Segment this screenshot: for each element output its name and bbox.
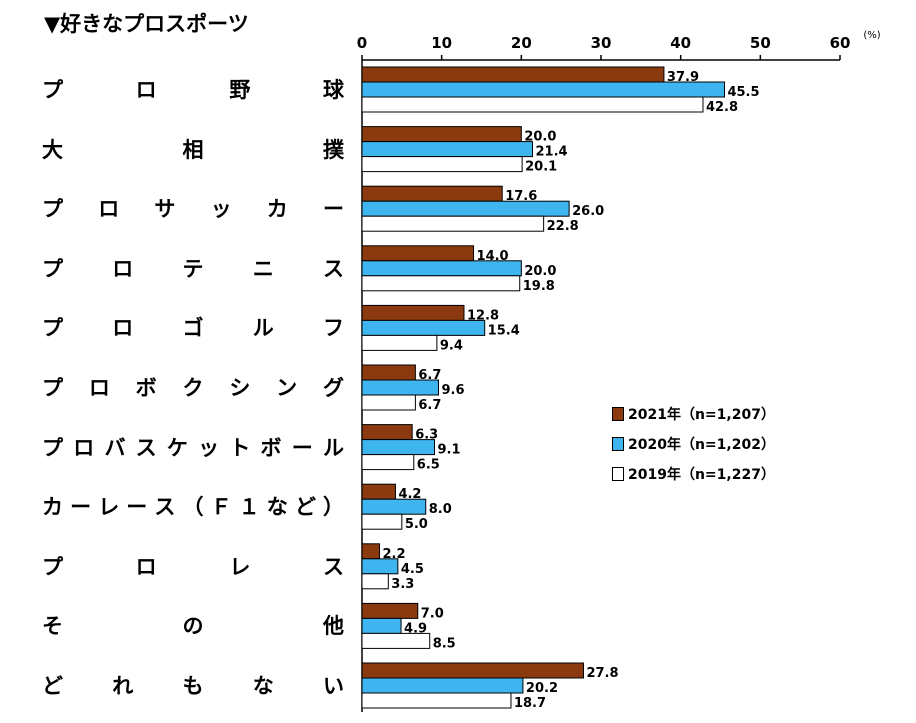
bar-2019	[361, 96, 704, 113]
bar-2020	[361, 439, 435, 456]
legend-item: 2019年（n=1,227）	[612, 464, 775, 484]
bar-2019	[361, 334, 438, 351]
bar-value-label: 42.8	[706, 100, 738, 115]
bar-value-label: 37.9	[667, 70, 699, 85]
bar-2019	[361, 215, 545, 232]
bar-value-label: 15.4	[488, 323, 520, 338]
bar-value-label: 6.5	[417, 458, 440, 473]
chart-title: ▼好きなプロスポーツ	[44, 12, 249, 36]
bar-value-label: 5.0	[405, 517, 428, 532]
legend-swatch	[612, 407, 624, 421]
bar-value-label: 8.0	[429, 502, 452, 517]
bar-2020	[361, 141, 533, 158]
bar-2020	[361, 81, 725, 98]
x-tick-label: 0	[357, 34, 367, 52]
bar-2019	[361, 692, 512, 709]
bar-2021	[361, 245, 475, 262]
bar-value-label: 4.9	[404, 621, 427, 636]
bar-value-label: 12.8	[467, 308, 499, 323]
bar-value-label: 20.1	[525, 160, 557, 175]
bar-value-label: 2.2	[383, 547, 406, 562]
bar-2020	[361, 319, 486, 336]
bar-value-label: 9.6	[441, 383, 464, 398]
category-label: プロレス	[42, 554, 344, 579]
bar-value-label: 8.5	[433, 636, 456, 651]
bar-2019	[361, 394, 416, 411]
category-label: 大相撲	[42, 137, 344, 162]
bar-value-label: 4.2	[398, 487, 421, 502]
category-label: プロゴルフ	[42, 316, 344, 341]
legend-swatch	[612, 467, 624, 481]
bar-2020	[361, 558, 399, 575]
x-tick-label: 10	[431, 34, 452, 52]
bar-value-label: 20.0	[524, 264, 556, 279]
bar-value-label: 19.8	[523, 279, 555, 294]
category-label: カーレース（Ｆ １ など）	[42, 495, 344, 520]
x-tick-label: 50	[750, 34, 771, 52]
bar-2019	[361, 275, 521, 292]
bar-value-label: 22.8	[547, 219, 579, 234]
bar-2021	[361, 602, 419, 619]
bar-2021	[361, 483, 396, 500]
legend-item: 2021年（n=1,207）	[612, 404, 775, 424]
legend-item: 2020年（n=1,202）	[612, 434, 775, 454]
bar-2021	[361, 543, 381, 560]
bar-2019	[361, 632, 431, 649]
bar-value-label: 18.7	[514, 696, 546, 711]
bar-value-label: 20.2	[526, 681, 558, 696]
unit-label: (%)	[863, 30, 880, 41]
category-label: プロ野球	[42, 78, 344, 102]
bar-2021	[361, 66, 665, 83]
legend-label: 2020年（n=1,202）	[628, 437, 775, 453]
bar-value-label: 6.3	[415, 428, 438, 443]
bar-2019	[361, 454, 415, 471]
bar-2020	[361, 379, 439, 396]
category-label: どれもない	[42, 674, 344, 698]
legend-label: 2021年（n=1,207）	[628, 407, 775, 423]
bar-value-label: 27.8	[586, 666, 618, 681]
bar-value-label: 7.0	[421, 606, 444, 621]
category-label: その他	[42, 614, 344, 639]
bar-value-label: 14.0	[477, 249, 509, 264]
x-tick-label: 60	[830, 34, 851, 52]
bar-2020	[361, 617, 402, 634]
bar-value-label: 17.6	[505, 189, 537, 204]
bar-2021	[361, 364, 416, 381]
category-label: プロテニス	[42, 256, 344, 281]
bar-value-label: 20.0	[524, 130, 556, 145]
bar-2020	[361, 498, 427, 515]
category-label: プロボクシング	[42, 376, 344, 400]
bar-2020	[361, 677, 524, 694]
x-tick-label: 30	[591, 34, 612, 52]
x-tick-label: 20	[511, 34, 532, 52]
legend-swatch	[612, 437, 624, 451]
bar-value-label: 26.0	[572, 204, 604, 219]
bar-value-label: 9.1	[437, 443, 460, 458]
bar-2019	[361, 156, 523, 173]
bar-value-label: 9.4	[440, 338, 463, 353]
bar-value-label: 45.5	[727, 85, 759, 100]
category-label: プロサッカー	[42, 197, 344, 222]
legend: 2021年（n=1,207） 2020年（n=1,202） 2019年（n=1,22…	[612, 404, 775, 494]
bar-value-label: 6.7	[418, 368, 441, 383]
bar-2020	[361, 260, 522, 277]
bar-value-label: 21.4	[535, 145, 567, 160]
bar-value-label: 3.3	[391, 577, 414, 592]
bar-2019	[361, 513, 403, 530]
bar-2020	[361, 200, 570, 217]
legend-label: 2019年（n=1,227）	[628, 467, 775, 483]
bar-2021	[361, 424, 413, 441]
bar-2021	[361, 185, 503, 202]
bar-2021	[361, 662, 584, 679]
bar-value-label: 6.7	[418, 398, 441, 413]
bar-2021	[361, 304, 465, 321]
category-label: プロバスケットボール	[42, 435, 344, 460]
bar-value-label: 4.5	[401, 562, 424, 577]
x-tick-label: 40	[670, 34, 691, 52]
bar-2019	[361, 573, 389, 590]
bar-2021	[361, 126, 522, 143]
